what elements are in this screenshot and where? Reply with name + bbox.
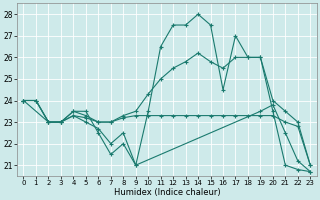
X-axis label: Humidex (Indice chaleur): Humidex (Indice chaleur) <box>114 188 220 197</box>
